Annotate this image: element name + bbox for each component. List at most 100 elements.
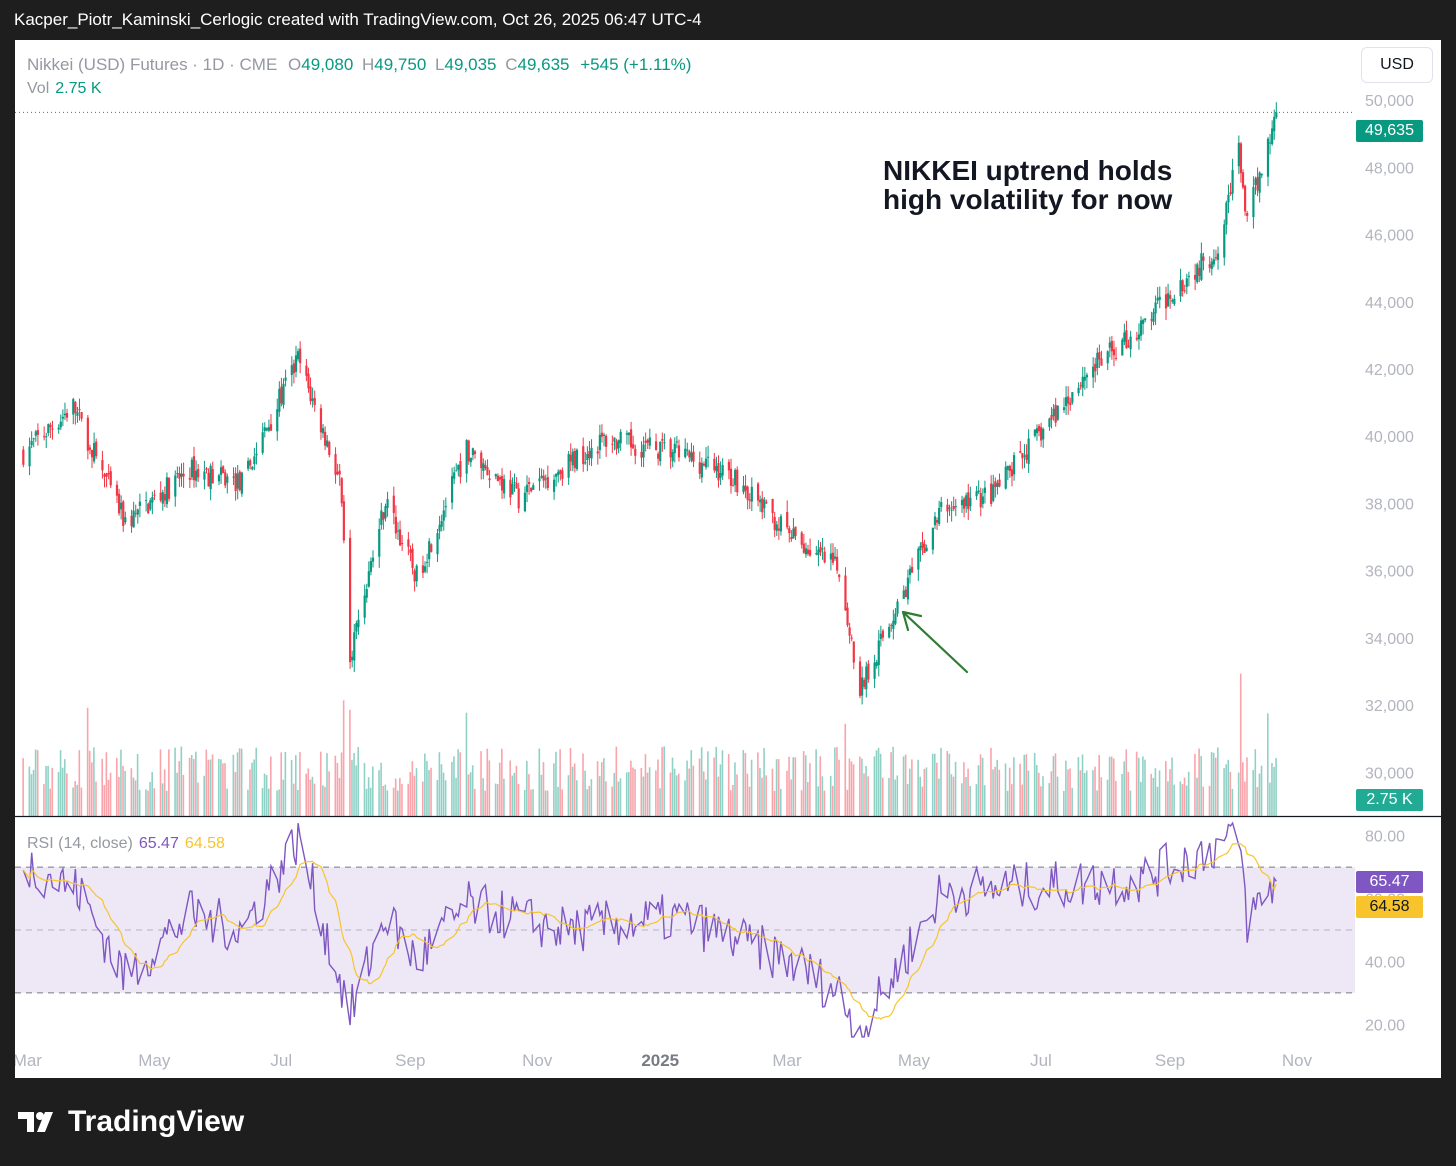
volume-bar (76, 784, 79, 816)
volume-bar (442, 772, 445, 816)
candle-body (734, 470, 737, 486)
volume-bar (509, 760, 511, 816)
last-price-tag: 49,635 (1356, 120, 1423, 142)
volume-bar (1065, 760, 1067, 816)
candle-body (392, 495, 395, 514)
volume-bar (1027, 770, 1030, 816)
candle-body (706, 456, 710, 458)
candle-body (946, 504, 949, 512)
candle-body (1164, 294, 1168, 309)
volume-bar (838, 759, 840, 816)
candle-body (1237, 142, 1240, 167)
volume-bar (138, 789, 141, 816)
volume-bar (686, 760, 688, 816)
volume-bar (775, 759, 778, 816)
candle-body (178, 473, 181, 479)
candle-body (488, 478, 491, 481)
candle-body (182, 473, 185, 477)
volume-bar (1246, 757, 1248, 816)
candle-body (802, 543, 805, 553)
volume-bar (794, 757, 797, 816)
candle-body (371, 557, 375, 562)
volume-bar (1040, 786, 1042, 816)
volume-bar (480, 751, 482, 816)
candle-body (1064, 397, 1068, 407)
volume-bar (1137, 757, 1140, 816)
candle-body (632, 444, 635, 449)
candle-body (896, 601, 899, 614)
candle-body (109, 471, 112, 486)
candle-body (224, 472, 227, 486)
candle-body (721, 465, 724, 476)
candle-body (877, 640, 880, 666)
volume-bar (151, 771, 153, 816)
volume-bar (698, 758, 701, 816)
chart-panel[interactable]: 30,000 32,000 34,000 36,000 38,000 40,000 42,0… (15, 40, 1441, 1078)
volume-bar (757, 752, 759, 816)
volume-bar (161, 783, 164, 816)
volume-bar (979, 754, 982, 816)
volume-bar (436, 779, 439, 816)
candle-body (180, 473, 183, 477)
volume-bar (384, 784, 387, 816)
candle-body (255, 453, 258, 456)
currency-button[interactable]: USD (1361, 47, 1433, 83)
volume-bar (584, 770, 586, 816)
candle-body (1025, 454, 1028, 460)
volume-bar (573, 763, 576, 816)
volume-bar (1173, 784, 1175, 816)
candle-body (552, 479, 556, 492)
time-axis-label: Sep (1155, 1051, 1185, 1070)
volume-bar (765, 775, 767, 816)
chart-canvas[interactable]: 30,000 32,000 34,000 36,000 38,000 40,000 42,0… (15, 40, 1441, 1078)
candle-body (1156, 297, 1159, 301)
candle-body (409, 549, 412, 553)
candle-body (334, 454, 337, 475)
candle-body (1225, 202, 1228, 225)
volume-bar (365, 788, 368, 816)
symbol-title[interactable]: Nikkei (USD) Futures · 1D · CME (27, 55, 278, 74)
volume-bar (367, 777, 370, 816)
candle-body (280, 386, 283, 404)
candle-body (1152, 312, 1155, 322)
volume-bar (45, 765, 47, 816)
candle-body (436, 533, 439, 555)
candle-body (1079, 385, 1082, 387)
candle-body (396, 530, 400, 532)
tradingview-logo[interactable]: TradingView (18, 1100, 244, 1144)
volume-bar (569, 747, 572, 816)
candle-body (1048, 418, 1051, 427)
volume-bar (983, 785, 986, 816)
volume-bar (413, 775, 416, 816)
volume-bar (559, 749, 561, 816)
candle-body (761, 498, 764, 513)
volume-bar (188, 757, 191, 816)
volume-bar (954, 761, 957, 816)
candle-body (324, 431, 327, 446)
volume-bar (469, 772, 472, 816)
volume-bar (538, 748, 541, 816)
rsi-label[interactable]: RSI (14, close) (27, 835, 133, 852)
volume-bar (61, 767, 64, 816)
candle-body (571, 451, 574, 466)
price-axis-label: 42,000 (1365, 362, 1414, 379)
candle-body (80, 412, 83, 419)
candle-body (192, 456, 196, 481)
candle-body (532, 485, 535, 490)
volume-bar (1225, 764, 1227, 816)
volume-bar (1244, 781, 1246, 816)
volume-bar (717, 776, 720, 816)
candle-body (584, 462, 587, 464)
attribution-text: Kacper_Piotr_Kaminski_Cerlogic created w… (14, 10, 702, 29)
volume-bar (1048, 783, 1051, 816)
volume-bar (149, 781, 151, 816)
candle-body (292, 363, 296, 374)
candle-body (401, 542, 404, 544)
volume-bar (817, 786, 820, 816)
volume-bar (598, 776, 601, 816)
candle-body (1092, 366, 1095, 378)
volume-bar (1183, 777, 1186, 816)
candle-body (615, 441, 618, 450)
annotation-line-2: high volatility for now (883, 184, 1173, 215)
volume-bar (628, 772, 630, 816)
